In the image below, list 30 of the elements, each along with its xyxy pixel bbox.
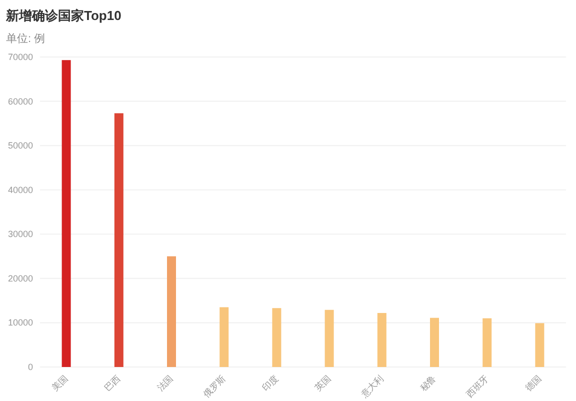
bar xyxy=(535,323,544,367)
bar xyxy=(220,307,229,367)
y-tick-label: 0 xyxy=(28,362,33,372)
chart-title: 新增确诊国家Top10 xyxy=(5,8,122,23)
x-tick-label: 德国 xyxy=(523,373,544,394)
x-tick-label: 巴西 xyxy=(102,373,122,394)
y-tick-label: 30000 xyxy=(8,229,33,240)
bar xyxy=(167,256,176,367)
bar xyxy=(272,308,282,367)
bar xyxy=(114,113,124,367)
x-tick-label: 秘鲁 xyxy=(418,373,438,394)
y-tick-label: 50000 xyxy=(8,140,33,151)
x-tick-label: 俄罗斯 xyxy=(201,373,228,400)
x-tick-label: 印度 xyxy=(260,373,280,394)
x-tick-label: 美国 xyxy=(50,373,70,394)
bar xyxy=(430,318,439,367)
bar xyxy=(377,312,386,367)
chart-subtitle: 单位: 例 xyxy=(6,32,46,45)
x-tick-label: 意大利 xyxy=(358,373,386,400)
y-tick-label: 10000 xyxy=(8,318,33,328)
y-tick-label: 70000 xyxy=(8,52,33,62)
y-tick-label: 20000 xyxy=(8,273,33,284)
y-tick-label: 40000 xyxy=(8,184,33,195)
bar xyxy=(482,318,492,367)
x-tick-label: 法国 xyxy=(155,373,175,394)
bar xyxy=(62,60,71,367)
y-tick-label: 60000 xyxy=(8,96,33,106)
x-tick-label: 英国 xyxy=(312,373,333,394)
bar xyxy=(324,310,334,367)
x-tick-label: 西班牙 xyxy=(464,373,491,400)
